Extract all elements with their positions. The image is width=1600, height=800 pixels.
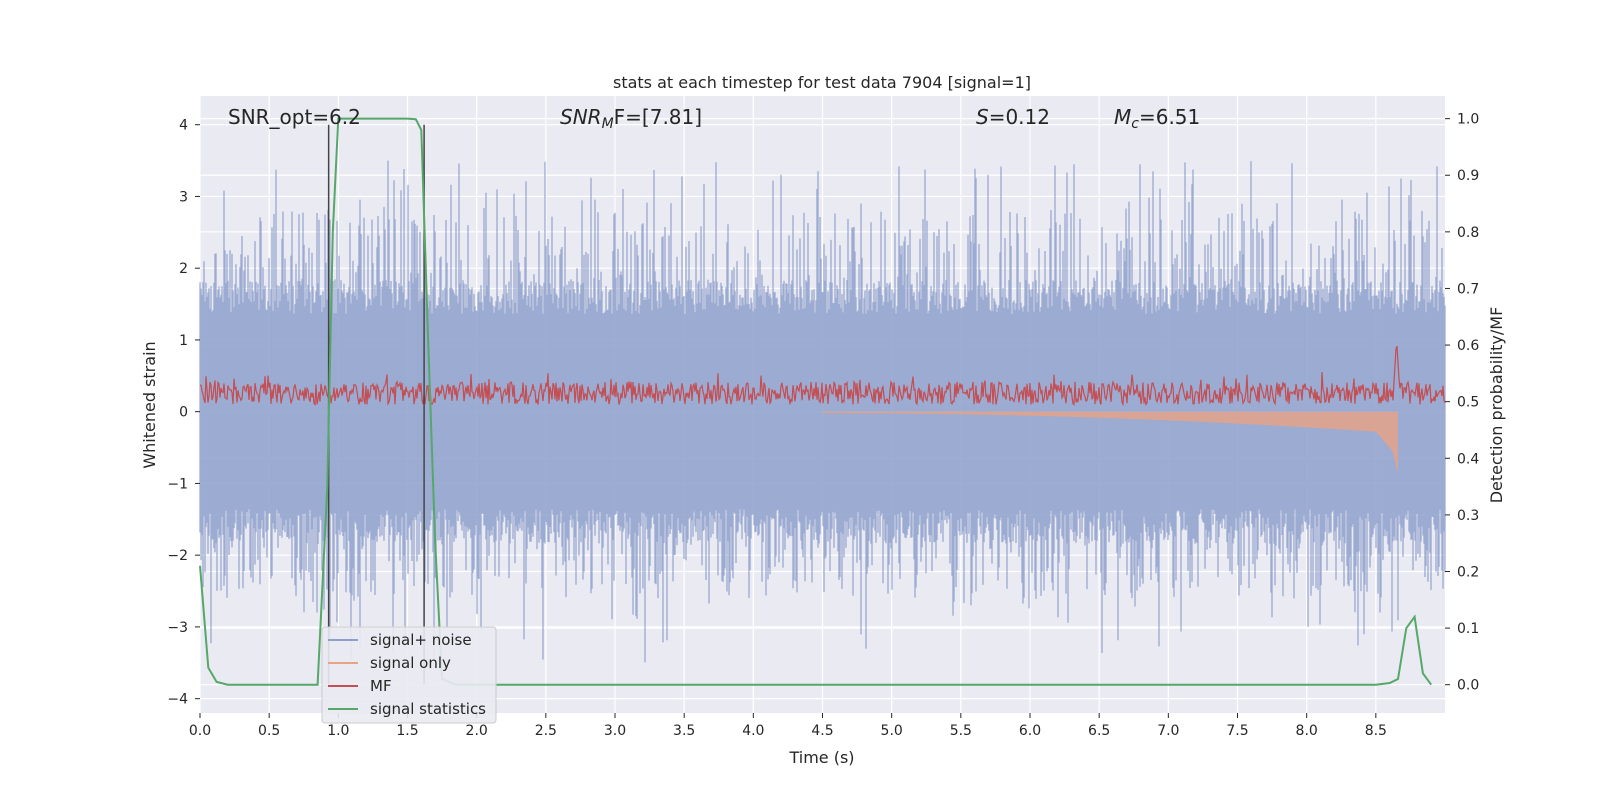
annotations: SNR_opt=6.2 SNRMF=[7.81] S=0.12 Mc=6.51 (228, 105, 1200, 132)
legend-label-signal-statistics: signal statistics (370, 700, 486, 718)
legend-label-mf: MF (370, 677, 392, 695)
y-tick-label: −4 (167, 692, 188, 708)
y-tick-label: 3 (179, 189, 188, 205)
legend-box (321, 626, 497, 724)
x-tick-label: 4.5 (811, 723, 833, 739)
series-signal-only (822, 411, 1398, 473)
y-tick-label: −1 (167, 476, 188, 492)
x-tick-label: 2.5 (535, 723, 557, 739)
y-right-tick-label: 0.5 (1457, 395, 1479, 411)
x-tick-label: 5.0 (881, 723, 903, 739)
snr-mf-annotation: SNRMF=[7.81] (560, 105, 702, 132)
x-tick-label: 3.5 (673, 723, 695, 739)
x-tick-label: 6.0 (1019, 723, 1041, 739)
x-tick-label: 1.5 (396, 723, 418, 739)
series-mf (199, 345, 1446, 407)
y-right-tick-label: 0.3 (1457, 508, 1479, 524)
x-tick-label: 4.0 (742, 723, 764, 739)
x-tick-label: 2.0 (466, 723, 488, 739)
y-right-tick-label: 0.2 (1457, 564, 1479, 580)
y-right-tick-label: 0.4 (1457, 451, 1479, 467)
y-axis-right-label: Detection probability/MF (1487, 307, 1506, 504)
y-axis-label: Whitened strain (140, 341, 159, 468)
y-tick-label: 1 (179, 333, 188, 349)
x-tick-label: 8.5 (1365, 723, 1387, 739)
y-right-tick-label: 0.1 (1457, 621, 1479, 637)
x-tick-label: 5.5 (950, 723, 972, 739)
y-right-tick-label: 0.8 (1457, 225, 1479, 241)
y-right-tick-label: 0.7 (1457, 281, 1479, 297)
y-tick-label: 2 (179, 261, 188, 277)
y-tick-label: −2 (167, 548, 188, 564)
y-tick-label: 4 (179, 118, 188, 134)
legend-label-signal-only: signal only (370, 654, 451, 672)
x-tick-label: 7.5 (1226, 723, 1248, 739)
x-tick-label: 0.0 (189, 723, 211, 739)
x-axis-label: Time (s) (788, 748, 854, 767)
y-right-tick-label: 0.0 (1457, 678, 1479, 694)
x-tick-label: 3.0 (604, 723, 626, 739)
y-right-tick-label: 0.6 (1457, 338, 1479, 354)
mc-annotation: Mc=6.51 (1114, 105, 1200, 132)
snr-opt-annotation: SNR_opt=6.2 (228, 105, 361, 129)
y-right-tick-label: 0.9 (1457, 168, 1479, 184)
y-tick-label: −3 (167, 620, 188, 636)
s-annotation: S=0.12 (976, 105, 1050, 129)
legend: signal+ noise signal only MF signal stat… (321, 626, 497, 724)
y-right-tick-label: 1.0 (1457, 112, 1479, 128)
ticks: 0.0 0.5 1.0 1.5 2.0 2.5 3.0 3.5 4.0 4.5 5.0 5.5 6.0 6… (167, 112, 1479, 739)
series-layer (199, 117, 1446, 686)
x-tick-label: 0.5 (258, 723, 280, 739)
x-tick-label: 1.0 (327, 723, 349, 739)
series-signal-statistics (199, 117, 1433, 686)
x-tick-label: 7.0 (1157, 723, 1179, 739)
y-tick-label: 0 (179, 405, 188, 421)
chart-title: stats at each timestep for test data 790… (613, 73, 1031, 92)
x-tick-label: 8.0 (1296, 723, 1318, 739)
legend-label-signal-noise: signal+ noise (370, 631, 472, 649)
x-tick-label: 6.5 (1088, 723, 1110, 739)
